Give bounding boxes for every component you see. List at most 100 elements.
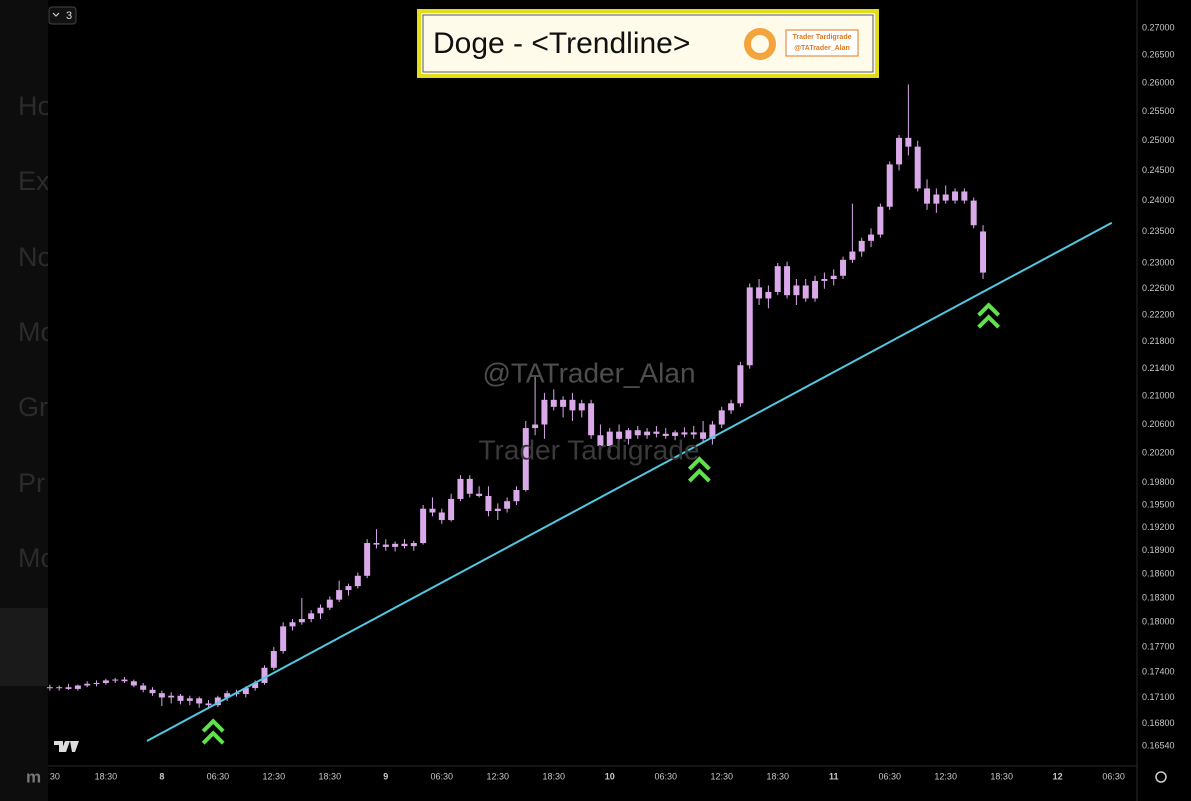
candle-body	[690, 432, 697, 435]
logo-icon	[751, 35, 769, 53]
candle-body	[280, 626, 287, 652]
candle-body	[485, 495, 492, 511]
candle-body	[858, 240, 865, 252]
candle-body	[821, 279, 828, 281]
y-tick-label: 0.18300	[1142, 592, 1175, 602]
candle-body	[121, 679, 128, 682]
candle-body	[261, 667, 268, 683]
candle-body	[709, 424, 716, 439]
y-tick-label: 0.17400	[1142, 666, 1175, 676]
sidebar-text: Ho Ex No Mo Gr Pr Mo	[18, 91, 56, 573]
candle-body	[289, 622, 296, 627]
candle-body	[793, 285, 800, 296]
candle-body	[457, 478, 464, 499]
candle-body	[205, 703, 212, 706]
candle-body	[252, 682, 259, 689]
y-tick-label: 0.21800	[1142, 336, 1175, 346]
title-box-inner	[422, 14, 874, 73]
candle-body	[616, 431, 623, 439]
candle-body	[532, 424, 539, 429]
candle-body	[438, 512, 445, 521]
y-tick-label: 0.16540	[1142, 741, 1175, 751]
candle-body	[317, 607, 324, 614]
candle-body	[140, 685, 147, 690]
x-tick-label: 18:30	[95, 771, 118, 781]
x-tick-label: 12:30	[263, 771, 286, 781]
candle-body	[597, 435, 604, 447]
candle-body	[961, 191, 968, 201]
x-tick-label: 9	[383, 771, 388, 781]
candle-body	[672, 432, 679, 436]
logo-text: Trader Tardigrade	[792, 34, 851, 41]
candle-body	[849, 251, 856, 260]
x-tick-label: 12:30	[487, 771, 510, 781]
candle-body	[326, 599, 333, 608]
x-tick-label: 12	[1053, 771, 1063, 781]
candle-body	[746, 287, 753, 366]
badge[interactable]	[48, 6, 77, 25]
chart-title: Doge - <Trendline>	[433, 27, 690, 60]
candle-body	[541, 399, 548, 425]
sidebar-item: Gr	[18, 392, 48, 422]
x-tick-label: 18:30	[990, 771, 1013, 781]
candle-body	[448, 498, 455, 521]
y-tick-label: 0.18000	[1142, 617, 1175, 627]
candle-body	[513, 489, 520, 502]
candle-body	[364, 543, 371, 576]
candle-body	[653, 431, 660, 434]
candle-body	[952, 191, 959, 201]
candle-body	[392, 543, 399, 547]
candle-body	[625, 430, 632, 439]
x-tick-label: 06:30	[654, 771, 677, 781]
y-tick-label: 0.26500	[1142, 50, 1175, 60]
candle-body	[410, 543, 417, 547]
sidebar-item: No	[18, 242, 53, 272]
candle-body	[373, 543, 380, 545]
logo-box	[785, 29, 859, 57]
x-tick-label: 18:30	[543, 771, 566, 781]
candle-body	[905, 137, 912, 147]
candle-body	[522, 428, 529, 490]
candle-body	[177, 695, 184, 701]
y-tick-label: 0.24500	[1142, 165, 1175, 175]
candle-body	[942, 194, 949, 201]
x-tick-label: 11	[829, 771, 839, 781]
candle-body	[476, 493, 483, 496]
candle-body	[868, 234, 875, 241]
y-tick-label: 0.25000	[1142, 135, 1175, 145]
y-tick-label: 0.17100	[1142, 692, 1175, 702]
y-tick-label: 0.18600	[1142, 569, 1175, 579]
candle-body	[401, 543, 408, 547]
signal-arrow	[977, 302, 1001, 329]
candle-body	[429, 508, 436, 513]
y-tick-label: 0.19800	[1142, 477, 1175, 487]
candle-body	[886, 164, 893, 207]
y-tick-label: 0.27000	[1142, 22, 1175, 32]
candle-body	[578, 403, 585, 411]
sidebar-highlight	[0, 608, 48, 686]
x-tick-label: 8	[159, 771, 164, 781]
candle-body	[112, 679, 119, 681]
candle-body	[382, 544, 389, 547]
settings-icon[interactable]	[1155, 771, 1167, 783]
candle-body	[812, 280, 819, 299]
candle-body	[914, 146, 921, 189]
sidebar-item: Mo	[18, 543, 56, 573]
x-tick-label: 06:30	[1102, 771, 1125, 781]
x-tick-label: 10	[605, 771, 615, 781]
x-tick-label: 12:30	[934, 771, 957, 781]
tradingview-logo	[54, 741, 79, 752]
candle-body	[980, 231, 987, 273]
trendline	[146, 221, 1113, 742]
y-tick-label: 0.26000	[1142, 78, 1175, 88]
candle-body	[634, 430, 641, 436]
candle-body	[308, 613, 315, 620]
y-tick-label: 0.22200	[1142, 309, 1175, 319]
y-tick-label: 0.21000	[1142, 391, 1175, 401]
candle-body	[802, 285, 809, 299]
y-tick-label: 0.19500	[1142, 499, 1175, 509]
y-tick-label: 0.19200	[1142, 522, 1175, 532]
y-tick-label: 0.20600	[1142, 419, 1175, 429]
y-tick-label: 0.22600	[1142, 283, 1175, 293]
